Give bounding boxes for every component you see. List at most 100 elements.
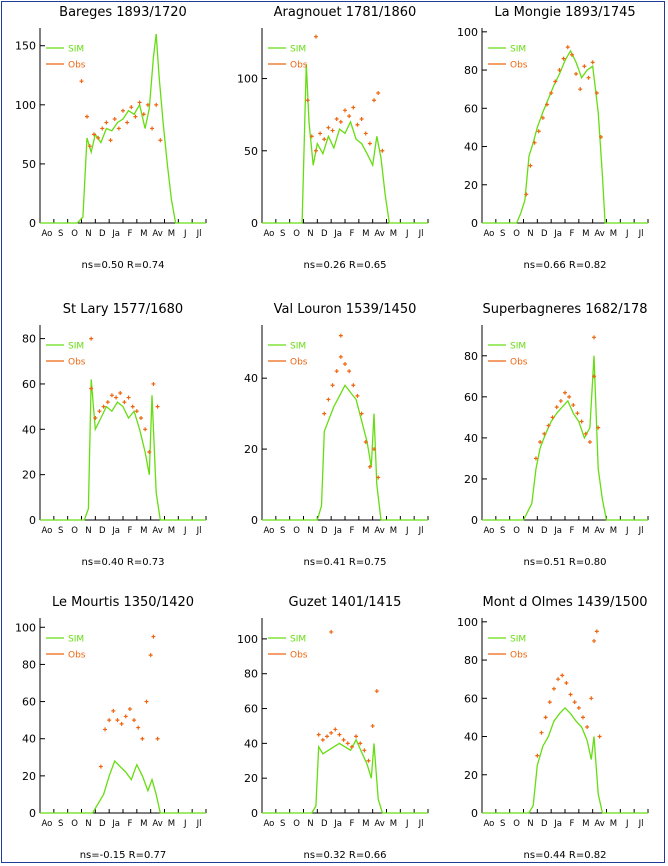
x-tick-label: Av xyxy=(374,229,384,239)
x-tick-label: Jl xyxy=(196,229,202,239)
x-tick-label: S xyxy=(58,819,63,829)
x-tick-label: Ao xyxy=(41,229,52,239)
obs-point xyxy=(333,727,338,732)
x-tick-label: Ao xyxy=(483,229,494,239)
x-tick-label: O xyxy=(71,229,78,239)
obs-point xyxy=(104,120,109,125)
obs-point xyxy=(524,192,529,197)
x-tick-label: M xyxy=(168,526,175,536)
obs-point xyxy=(313,34,318,39)
y-tick-label: 20 xyxy=(464,769,478,782)
obs-point xyxy=(545,102,550,107)
x-tick-label: O xyxy=(513,526,520,536)
obs-point xyxy=(569,52,574,57)
x-tick-label: D xyxy=(541,819,548,829)
chart-stats: ns=0.51 R=0.80 xyxy=(524,557,607,568)
obs-point xyxy=(155,736,160,741)
x-tick-label: Ja xyxy=(111,819,120,829)
x-tick-label: S xyxy=(500,819,505,829)
obs-point xyxy=(582,64,587,69)
obs-point xyxy=(553,79,558,84)
obs-point xyxy=(100,126,105,131)
obs-point xyxy=(107,718,112,723)
x-tick-label: J xyxy=(405,526,409,536)
chart-stats: ns=0.26 R=0.65 xyxy=(304,260,387,271)
x-tick-label: M xyxy=(362,526,369,536)
y-tick-label: 50 xyxy=(22,158,36,171)
y-tick-label: 0 xyxy=(251,217,258,230)
obs-point xyxy=(105,400,110,405)
obs-point xyxy=(334,117,339,121)
obs-point xyxy=(143,427,148,432)
obs-point xyxy=(320,737,325,742)
y-tick-label: 0 xyxy=(471,217,478,230)
obs-point xyxy=(532,140,537,145)
x-tick-label: S xyxy=(58,526,63,536)
obs-point xyxy=(540,115,545,120)
legend-obs-label: Obs xyxy=(68,358,86,368)
obs-point xyxy=(155,404,160,409)
obs-point xyxy=(329,730,334,735)
y-tick-label: 40 xyxy=(464,731,478,744)
obs-point xyxy=(103,727,108,732)
x-tick-label: N xyxy=(85,526,91,536)
x-tick-label: M xyxy=(390,526,397,536)
obs-point xyxy=(145,102,150,107)
x-tick-label: Jl xyxy=(196,819,202,829)
x-tick-label: Jl xyxy=(418,229,424,239)
x-tick-label: D xyxy=(321,526,328,536)
x-tick-label: M xyxy=(140,229,147,239)
y-tick-label: 100 xyxy=(237,633,258,646)
y-tick-label: 60 xyxy=(464,692,478,705)
sim-series-line xyxy=(40,33,206,224)
chart-stats: ns=0.41 R=0.75 xyxy=(304,557,387,568)
x-tick-label: Jl xyxy=(418,819,424,829)
x-tick-label: Ja xyxy=(553,526,562,536)
x-tick-label: D xyxy=(321,819,328,829)
obs-point xyxy=(554,405,559,410)
obs-point xyxy=(151,634,156,639)
obs-point xyxy=(585,724,590,729)
x-tick-label: J xyxy=(183,526,187,536)
obs-point xyxy=(116,126,121,131)
y-tick-label: 100 xyxy=(15,621,36,634)
obs-point xyxy=(347,114,352,119)
obs-point xyxy=(539,730,544,735)
x-tick-label: Ao xyxy=(41,526,52,536)
y-tick-label: 60 xyxy=(464,102,478,115)
x-tick-label: Jl xyxy=(196,526,202,536)
x-tick-label: O xyxy=(513,819,520,829)
chart-title: Aragnouet 1781/1860 xyxy=(274,5,417,20)
obs-point xyxy=(576,705,581,710)
obs-point xyxy=(560,673,565,678)
obs-point xyxy=(572,700,577,705)
x-tick-label: Ao xyxy=(41,819,52,829)
x-tick-label: D xyxy=(99,819,106,829)
obs-point xyxy=(363,131,368,136)
obs-point xyxy=(557,68,562,73)
obs-point xyxy=(91,132,96,137)
obs-point xyxy=(338,119,343,124)
chart-stats: ns=0.32 R=0.66 xyxy=(304,850,387,861)
obs-point xyxy=(326,125,331,130)
obs-point xyxy=(101,404,106,409)
x-tick-label: Ja xyxy=(333,819,342,829)
obs-point xyxy=(563,390,567,395)
obs-point xyxy=(542,431,547,436)
x-tick-label: Av xyxy=(152,229,162,239)
obs-point xyxy=(571,403,576,408)
x-tick-label: Av xyxy=(594,526,604,536)
x-tick-label: F xyxy=(569,819,574,829)
obs-point xyxy=(148,653,153,658)
y-tick-label: 80 xyxy=(22,658,36,671)
x-tick-label: J xyxy=(183,229,187,239)
obs-point xyxy=(126,395,131,400)
sim-series-line xyxy=(482,706,648,814)
y-tick-label: 40 xyxy=(22,423,36,436)
obs-point xyxy=(367,464,372,469)
obs-point xyxy=(316,732,321,737)
obs-point xyxy=(150,126,155,131)
obs-point xyxy=(133,114,138,119)
